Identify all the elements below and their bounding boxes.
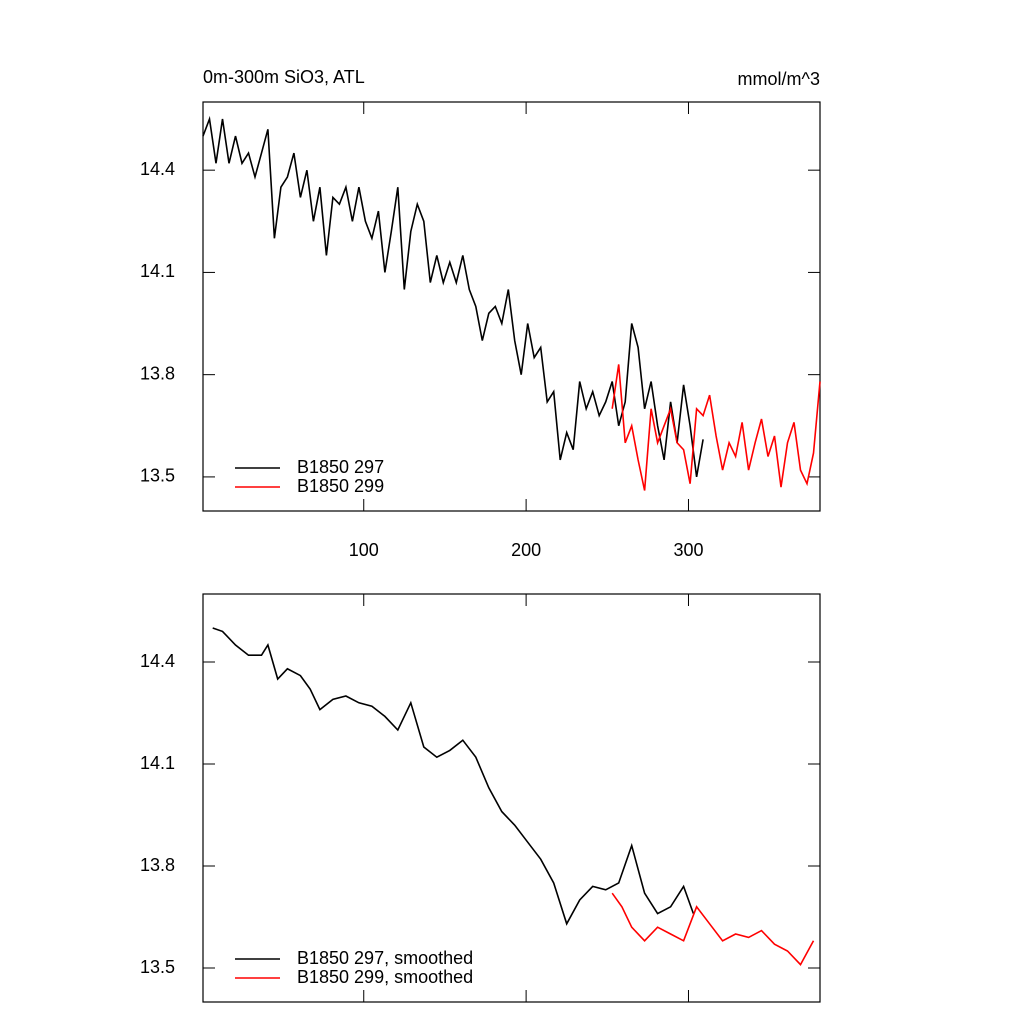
y-tick-label: 13.8 <box>140 363 175 383</box>
data-line <box>611 364 821 491</box>
plot-frame <box>202 593 821 1003</box>
y-tick-label: 14.4 <box>140 651 175 671</box>
x-tick-label: 300 <box>673 540 703 560</box>
legend-label: B1850 297, smoothed <box>297 948 473 968</box>
legend-label: B1850 297 <box>297 457 384 477</box>
legend-label: B1850 299, smoothed <box>297 967 473 987</box>
y-tick-label: 13.5 <box>140 957 175 977</box>
plot-frame <box>202 101 821 512</box>
y-tick-label: 14.4 <box>140 159 175 179</box>
data-line <box>611 892 815 966</box>
x-tick-label: 100 <box>349 540 379 560</box>
legend-label: B1850 299 <box>297 476 384 496</box>
units-label: mmol/m^3 <box>738 69 820 89</box>
chart-title: 0m-300m SiO3, ATL <box>203 67 365 87</box>
data-line <box>202 115 704 478</box>
data-line <box>212 627 695 926</box>
y-tick-label: 13.5 <box>140 466 175 486</box>
x-tick-label: 200 <box>511 540 541 560</box>
y-tick-label: 14.1 <box>140 753 175 773</box>
y-tick-label: 13.8 <box>140 855 175 875</box>
y-tick-label: 14.1 <box>140 261 175 281</box>
